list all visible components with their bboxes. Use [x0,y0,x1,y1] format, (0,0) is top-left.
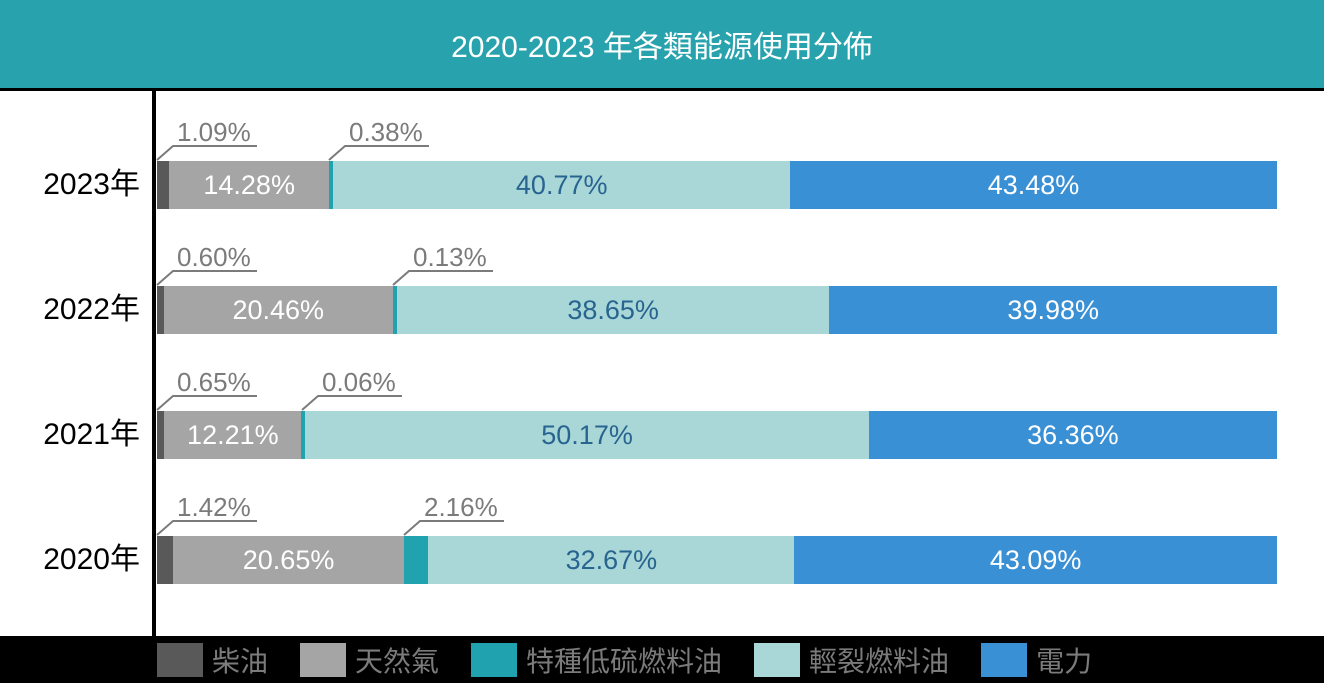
callout-label: 2.16% [403,492,505,536]
callout-leader-line [392,270,494,286]
bar-segment-special-low-sulfur-fuel-oil [404,536,429,584]
callout-label: 0.06% [301,367,402,411]
year-label: 2020年 [43,543,140,576]
chart-rows: 2023年 1.09% 14.28% 0.38% 40.77% 43.48% 2022年 0.… [0,91,1324,636]
legend-label: 天然氣 [355,645,440,677]
callout-leader-line [156,520,257,536]
callout-leader-line [156,145,257,161]
chart-area: 2023年 1.09% 14.28% 0.38% 40.77% 43.48% 2022年 0.… [0,91,1324,636]
bar-segment-electricity: 43.48% [790,161,1277,209]
bar-segment-diesel [157,536,173,584]
stacked-bar: 0.65% 12.21% 0.06% 50.17% 36.36% [156,367,1277,459]
legend-swatch-electricity [981,642,1028,677]
segment-value-label: 39.98% [1007,294,1099,325]
callout-label: 0.13% [392,242,494,286]
year-label: 2022年 [43,293,140,326]
callout-leader-line [403,520,505,536]
bar-segment-electricity: 39.98% [829,286,1277,334]
callout-label: 0.60% [156,242,257,286]
legend: 柴油 天然氣 特種低硫燃料油 輕裂燃料油 電力 [0,636,1324,683]
segment-value-label: 50.17% [541,419,633,450]
bar-segment-special-low-sulfur-fuel-oil [329,161,334,209]
chart-row: 2020年 1.42% 20.65% 2.16% 32.67% 43.09% [0,492,1324,584]
callout-leader-line [301,395,402,411]
legend-item-natural-gas: 天然氣 [300,640,439,680]
bar-segment-natural-gas: 12.21% [164,411,302,459]
bar-segment-light-cracked-fuel-oil: 50.17% [305,411,869,459]
bar-segment-special-low-sulfur-fuel-oil [392,286,397,334]
bar-segment-light-cracked-fuel-oil: 38.65% [396,286,830,334]
callout-value-text: 0.13% [413,242,487,272]
chart-row: 2021年 0.65% 12.21% 0.06% 50.17% 36.36% [0,367,1324,459]
legend-swatch-diesel [157,642,203,677]
bar-segment-electricity: 43.09% [794,536,1277,584]
callout-value-text: 0.60% [177,242,251,272]
chart-row: 2023年 1.09% 14.28% 0.38% 40.77% 43.48% [0,117,1324,209]
callout-value-text: 0.06% [322,367,396,397]
bar-segment-light-cracked-fuel-oil: 32.67% [428,536,795,584]
segment-value-label: 38.65% [567,294,659,325]
callout-value-text: 0.38% [349,117,423,147]
chart-title: 2020-2023 年各類能源使用分佈 [451,31,873,64]
callout-value-text: 1.42% [177,492,251,522]
legend-item-diesel: 柴油 [157,640,268,680]
segment-value-label: 14.28% [203,169,295,200]
stacked-bar: 1.09% 14.28% 0.38% 40.77% 43.48% [156,117,1277,209]
callout-label: 1.09% [156,117,257,161]
callout-leader-line [156,270,257,286]
year-label: 2021年 [43,418,140,451]
callout-leader-line [156,395,257,411]
stacked-bar: 0.60% 20.46% 0.13% 38.65% 39.98% [156,242,1277,334]
legend-label: 柴油 [212,645,269,677]
legend-swatch-light-cracked-fuel-oil [754,642,801,677]
segment-value-label: 20.65% [242,544,335,575]
legend-item-light-cracked-fuel-oil: 輕裂燃料油 [754,640,949,680]
year-label: 2023年 [43,168,140,201]
chart-header: 2020-2023 年各類能源使用分佈 [0,0,1324,91]
callout-value-text: 1.09% [177,117,251,147]
legend-label: 特種低硫燃料油 [526,645,723,677]
callout-label: 1.42% [156,492,257,536]
legend-label: 電力 [1036,645,1093,677]
callout-label: 0.38% [328,117,430,161]
bar-segment-natural-gas: 14.28% [169,161,330,209]
bar-segment-diesel [157,286,164,334]
legend-label: 輕裂燃料油 [809,645,950,677]
bar-segment-natural-gas: 20.65% [172,536,405,584]
segment-value-label: 36.36% [1027,419,1119,450]
segment-value-label: 43.48% [987,169,1080,200]
chart-row: 2022年 0.60% 20.46% 0.13% 38.65% 39.98% [0,242,1324,334]
bar-segment-electricity: 36.36% [868,411,1277,459]
segment-value-label: 32.67% [565,544,658,575]
legend-swatch-natural-gas [300,642,347,677]
legend-item-electricity: 電力 [981,640,1092,680]
callout-value-text: 0.65% [177,367,251,397]
y-axis-line [152,91,156,636]
segment-value-label: 40.77% [515,169,608,200]
bar-segment-diesel [157,161,170,209]
legend-swatch-special-low-sulfur-fuel-oil [471,642,518,677]
callout-value-text: 2.16% [424,492,498,522]
bar-segment-special-low-sulfur-fuel-oil [301,411,306,459]
callout-label: 0.65% [156,367,257,411]
segment-value-label: 12.21% [187,419,279,450]
bar-segment-natural-gas: 20.46% [163,286,393,334]
bar-segment-light-cracked-fuel-oil: 40.77% [333,161,791,209]
legend-item-special-low-sulfur-fuel-oil: 特種低硫燃料油 [471,640,722,680]
bar-segment-diesel [157,411,165,459]
stacked-bar: 1.42% 20.65% 2.16% 32.67% 43.09% [156,492,1277,584]
segment-value-label: 20.46% [232,294,325,325]
segment-value-label: 43.09% [989,544,1082,575]
callout-leader-line [328,145,430,161]
